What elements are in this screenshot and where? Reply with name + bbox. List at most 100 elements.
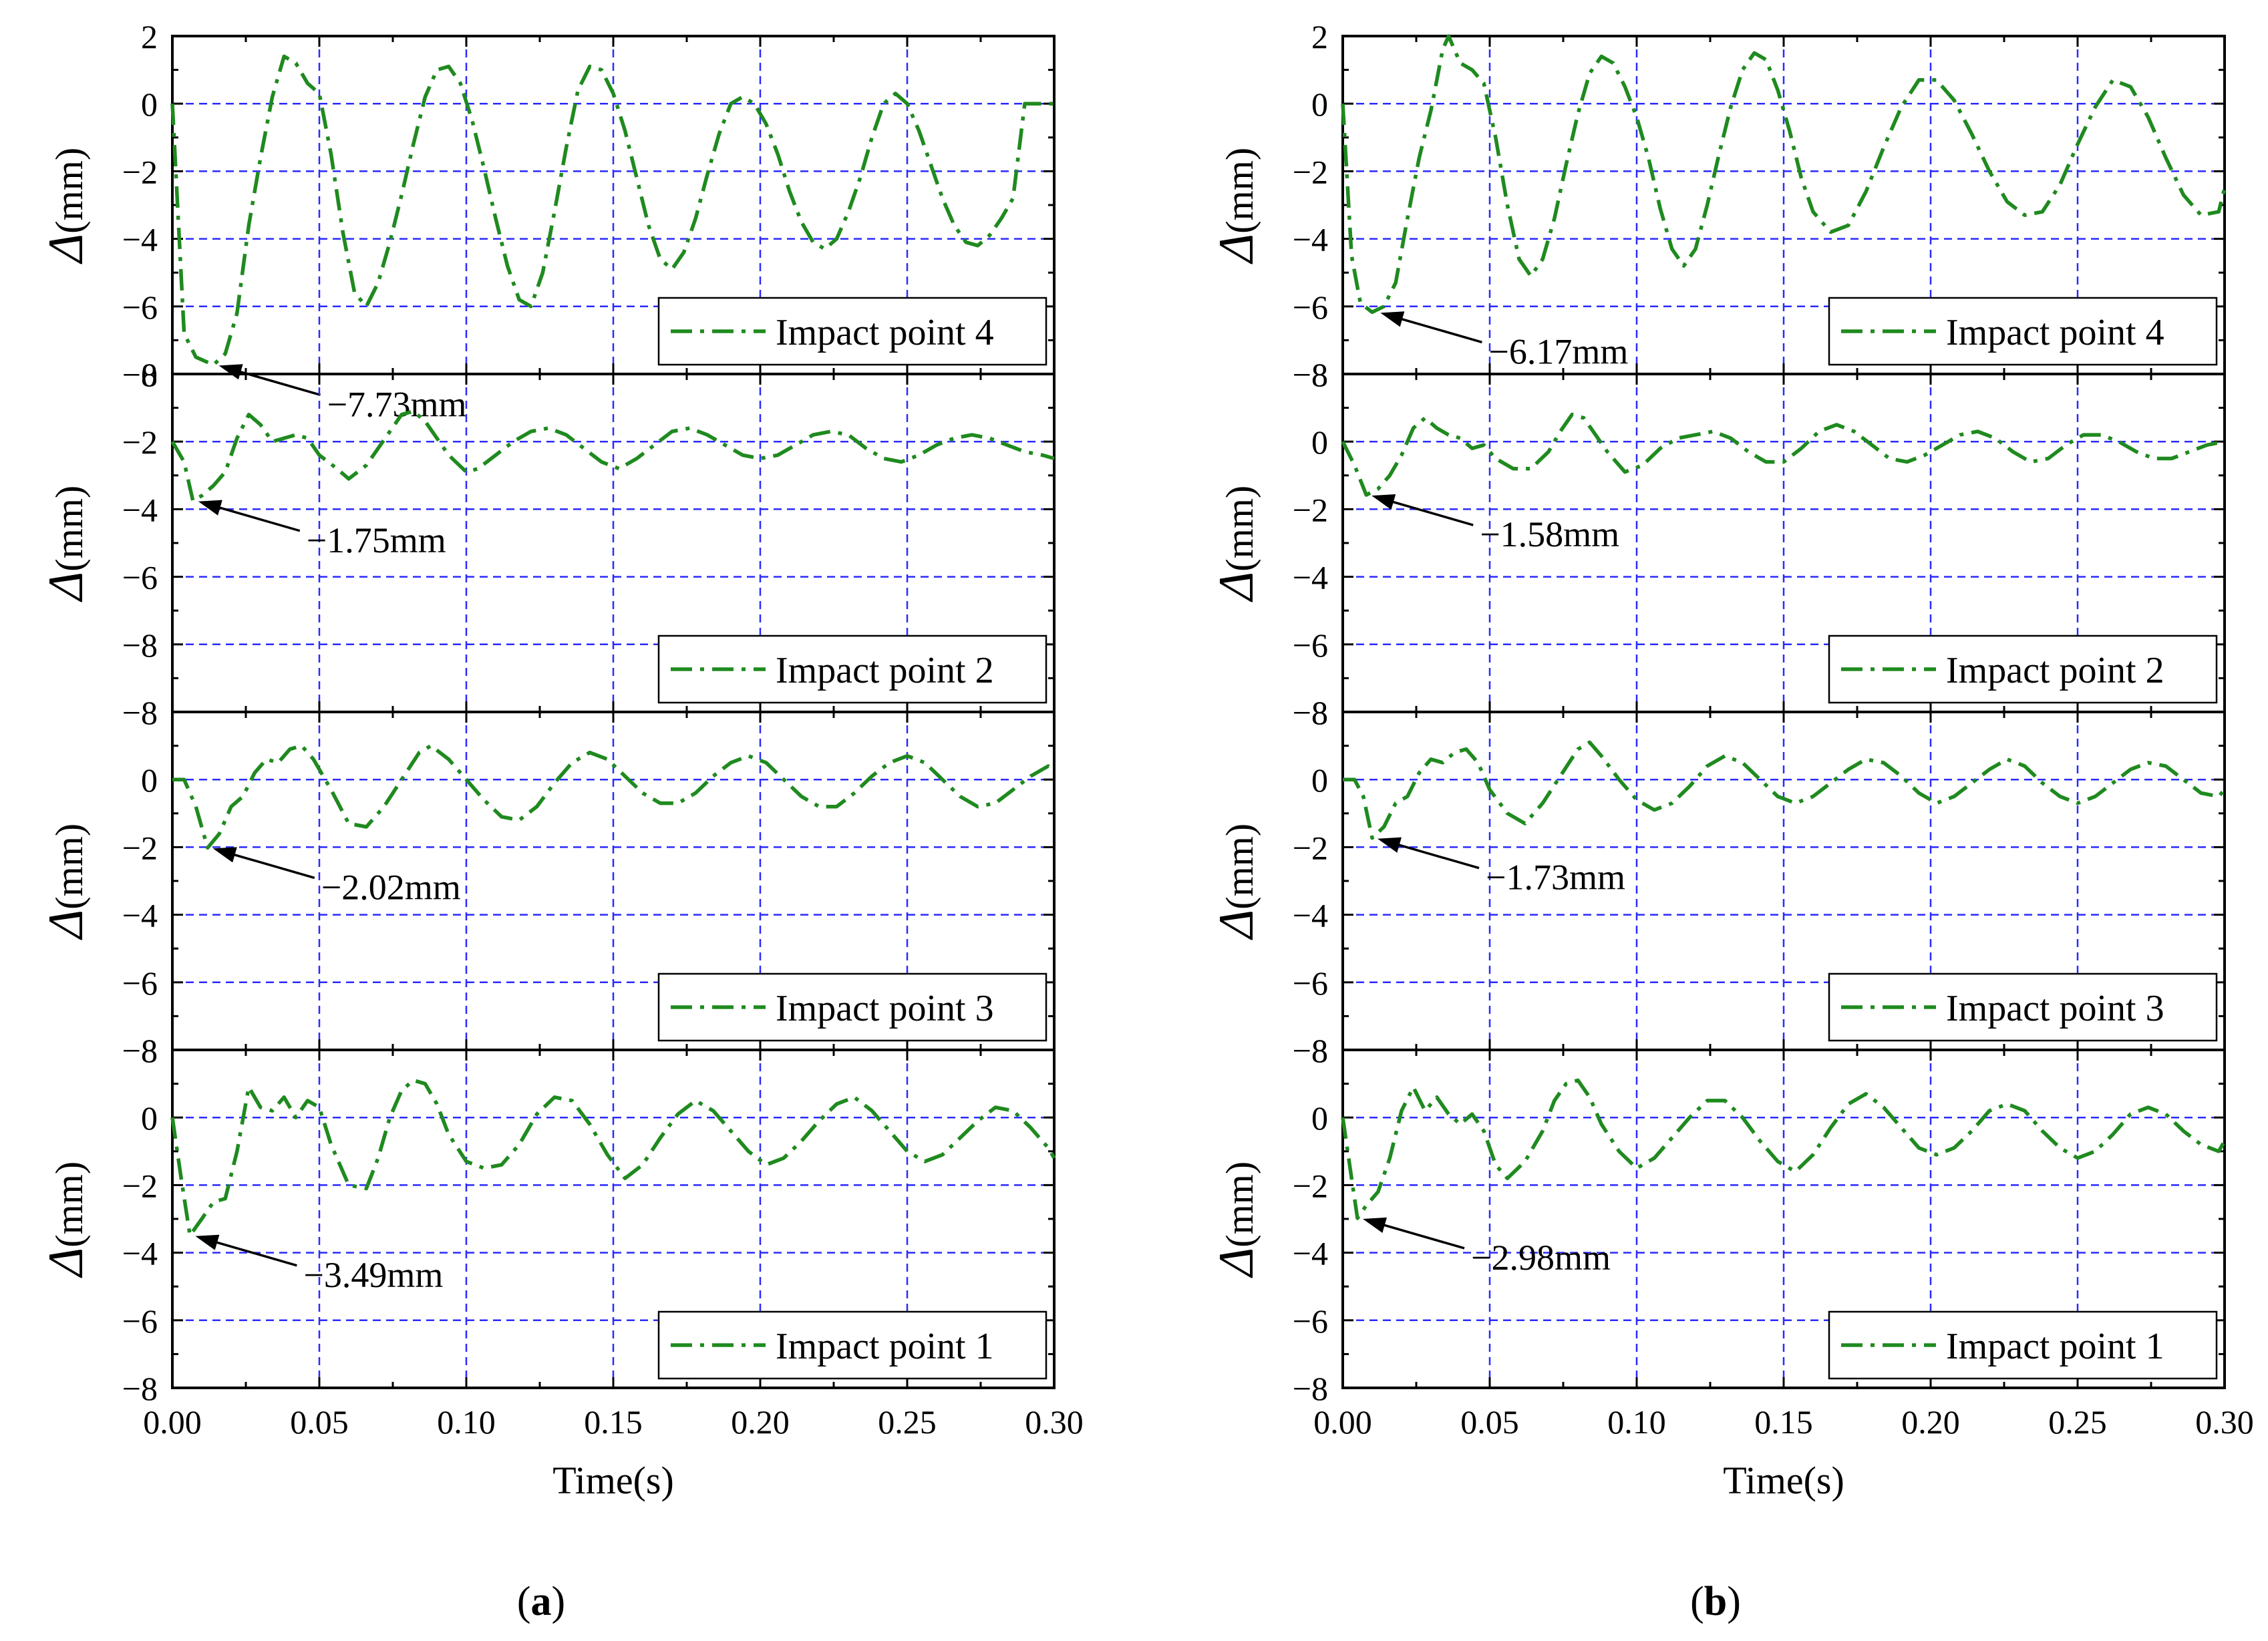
y-tick-label: −6 xyxy=(122,559,158,596)
legend: Impact point 2 xyxy=(657,634,1047,704)
panel-label-b-letter: b xyxy=(1704,1579,1727,1624)
legend-label: Impact point 3 xyxy=(776,988,994,1029)
legend-label: Impact point 4 xyxy=(776,312,994,353)
y-tick-label: 0 xyxy=(1311,761,1328,799)
legend-label: Impact point 1 xyxy=(1946,1326,2164,1367)
legend: Impact point 2 xyxy=(1828,634,2218,704)
y-tick-label: −4 xyxy=(1293,1235,1328,1272)
y-tick-label: −2 xyxy=(122,1167,158,1204)
y-tick-label: −2 xyxy=(1293,153,1328,190)
y-tick-label: −8 xyxy=(122,694,158,731)
annotation-arrow-line xyxy=(1369,1220,1465,1250)
y-tick-label: −8 xyxy=(122,1370,158,1407)
panel-label-b-close-paren: ) xyxy=(1727,1579,1741,1624)
y-tick-label: 0 xyxy=(1311,423,1328,461)
annotation-arrow-line xyxy=(225,366,321,397)
annotation-arrow-line xyxy=(1378,496,1474,526)
y-axis-label: Δ(mm) xyxy=(39,824,94,940)
y-tick-label: −6 xyxy=(1293,289,1328,326)
annotation-arrow-head xyxy=(1363,1217,1387,1233)
legend-label: Impact point 1 xyxy=(776,1326,994,1367)
y-tick-label: −6 xyxy=(122,289,158,326)
x-tick-label: 0.15 xyxy=(1754,1403,1813,1441)
y-axis-label-symbol: Δ xyxy=(39,910,94,940)
annotation-arrow-head xyxy=(218,364,243,380)
legend: Impact point 3 xyxy=(1828,972,2218,1042)
y-tick-label: 2 xyxy=(141,18,158,55)
annotation-arrow-head xyxy=(195,1234,220,1250)
y-axis-label-symbol: Δ xyxy=(1209,910,1264,940)
y-tick-label: −2 xyxy=(1293,829,1328,866)
y-axis-label-symbol: Δ xyxy=(1209,572,1264,602)
y-axis-label-unit: (mm) xyxy=(47,824,91,910)
series-line xyxy=(170,409,1055,503)
y-tick-label: 0 xyxy=(1311,85,1328,123)
y-tick-label: −6 xyxy=(1293,626,1328,664)
y-tick-label: −4 xyxy=(122,1235,158,1272)
annotation-label: −2.98mm xyxy=(1471,1238,1611,1278)
annotation-label: −6.17mm xyxy=(1488,331,1628,371)
legend: Impact point 1 xyxy=(657,1310,1047,1380)
annotation-arrow-head xyxy=(1378,837,1402,853)
y-axis-label-symbol: Δ xyxy=(39,1248,94,1278)
x-tick-label: 0.00 xyxy=(1313,1403,1372,1441)
y-tick-label: −4 xyxy=(122,491,158,528)
legend-label: Impact point 2 xyxy=(776,650,994,691)
subplot-1-2: −8 0 −2 −4 −6 −8 Δ(mm) Impact point 3 −1.73mm xyxy=(1209,694,2227,1069)
series-line xyxy=(1341,412,2225,497)
annotation-label: −1.75mm xyxy=(307,520,446,560)
x-tick-label: 0.10 xyxy=(437,1403,496,1441)
y-axis-label: Δ(mm) xyxy=(39,1161,94,1278)
panel-label-b-open-paren: ( xyxy=(1690,1579,1704,1624)
panel-label-b: (b) xyxy=(1690,1579,1741,1624)
y-axis-label-symbol: Δ xyxy=(1209,1248,1264,1278)
y-axis-label: Δ(mm) xyxy=(1209,824,1264,940)
y-tick-label: −8 xyxy=(122,1032,158,1069)
panel-label-a-close-paren: ) xyxy=(552,1579,566,1624)
y-axis-label-unit: (mm) xyxy=(1218,824,1261,910)
y-tick-label: −2 xyxy=(1293,1167,1328,1204)
y-tick-label: −6 xyxy=(1293,1302,1328,1340)
y-axis-label-unit: (mm) xyxy=(47,1161,91,1248)
panel-a: 20−2−4−6−8Δ(mm)Impact point 4−7.73mm0−2−… xyxy=(39,18,1084,1502)
y-tick-label: −8 xyxy=(1293,694,1328,731)
y-axis-label: Δ(mm) xyxy=(39,486,94,602)
x-tick-label: 0.25 xyxy=(2048,1403,2107,1441)
y-axis-label: Δ(mm) xyxy=(39,148,94,264)
subplot-1-3: −8 0 −2 −4 −6 −8 Δ(mm) Impact point 1 −2.98mm xyxy=(1209,1032,2227,1407)
y-tick-label: −8 xyxy=(122,1032,158,1069)
panel-label-a-open-paren: ( xyxy=(517,1579,531,1624)
annotation-arrow-head xyxy=(1380,311,1405,327)
y-axis-label-unit: (mm) xyxy=(1218,486,1261,572)
annotation-arrow-line xyxy=(1384,840,1480,870)
y-tick-label: −8 xyxy=(122,356,158,393)
x-tick-label: 0.15 xyxy=(584,1403,643,1441)
y-tick-label: −4 xyxy=(122,897,158,934)
series-line xyxy=(1341,34,2227,315)
series-line xyxy=(172,743,1056,850)
panel-label-a: (a) xyxy=(517,1579,565,1624)
x-tick-label: 0.20 xyxy=(1901,1403,1960,1441)
y-axis-label-unit: (mm) xyxy=(47,486,91,572)
y-tick-label: 0 xyxy=(141,761,158,799)
series-line xyxy=(170,1078,1056,1238)
y-tick-label: −8 xyxy=(1293,1370,1328,1407)
annotation-arrow-line xyxy=(219,849,315,880)
y-axis-label-unit: (mm) xyxy=(1218,148,1261,234)
y-tick-label: −2 xyxy=(122,153,158,190)
annotation-label: −7.73mm xyxy=(327,384,467,424)
y-tick-label: −6 xyxy=(1293,964,1328,1002)
y-tick-label: −4 xyxy=(1293,897,1328,934)
y-axis-label-unit: (mm) xyxy=(47,148,91,234)
legend: Impact point 4 xyxy=(1828,297,2218,366)
y-axis-label: Δ(mm) xyxy=(1209,1161,1264,1278)
legend-label: Impact point 3 xyxy=(1946,988,2164,1029)
y-tick-label: −8 xyxy=(1293,1032,1328,1069)
subplot-1-1: −8 0 −2 −4 −6 −8 Δ(mm) Impact point 2 −1.58mm xyxy=(1209,356,2226,731)
subplot-1-0: 2 0 −2 −4 −6 −8 Δ(mm) Impact point 4 −6.17mm xyxy=(1209,18,2227,393)
y-tick-label: 0 xyxy=(1311,1099,1328,1137)
x-tick-label: 0.05 xyxy=(1460,1403,1519,1441)
y-tick-label: −8 xyxy=(1293,356,1328,393)
y-tick-label: −4 xyxy=(1293,221,1328,258)
